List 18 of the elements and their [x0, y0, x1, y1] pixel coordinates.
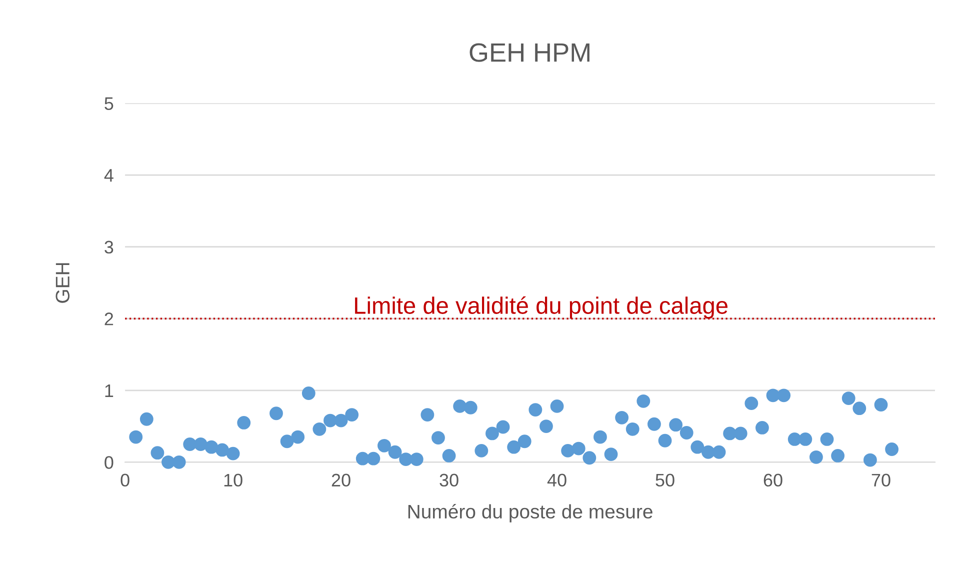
- y-tick-label: 1: [105, 384, 114, 397]
- x-tick-label: 10: [224, 474, 242, 487]
- x-tick-label: 20: [332, 474, 350, 487]
- x-tick-label: 70: [872, 474, 890, 487]
- x-tick-label: 60: [764, 474, 782, 487]
- x-tick-label: 30: [440, 474, 458, 487]
- y-axis-title: GEH: [56, 263, 70, 303]
- y-tick-label: 4: [104, 169, 114, 182]
- x-tick-label: 40: [547, 474, 566, 487]
- y-tick-label: 3: [104, 240, 114, 254]
- x-axis-title: Numéro du poste de mesure: [408, 504, 652, 522]
- y-tick-label: 0: [104, 456, 114, 469]
- y-tick-label: 5: [104, 97, 114, 110]
- x-tick-label: 0: [120, 474, 130, 487]
- x-tick-label: 50: [656, 474, 674, 487]
- y-tick-label: 2: [104, 312, 114, 326]
- ref-line-label: Limite de validité du point de calage: [355, 296, 728, 319]
- chart-title: GEH HPM: [470, 43, 590, 62]
